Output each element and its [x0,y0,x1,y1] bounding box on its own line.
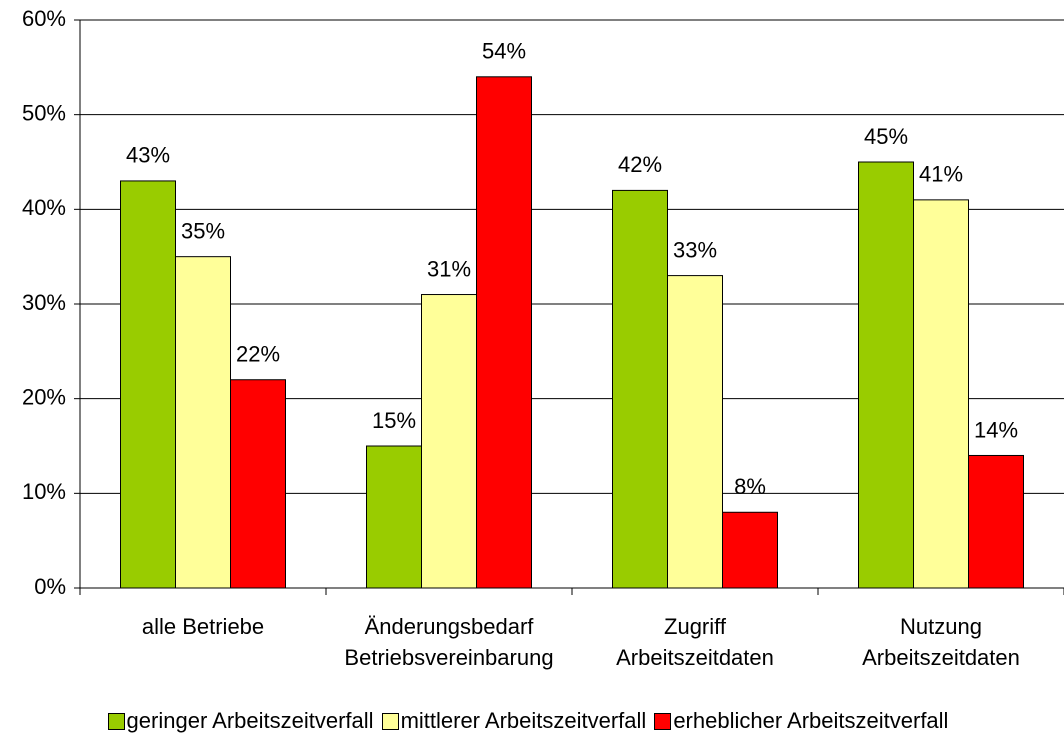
bar [120,180,176,589]
y-tick-label: 30% [22,290,66,315]
bar [476,76,532,589]
value-label: 31% [427,256,471,281]
legend-label: erheblicher Arbeitszeitverfall [673,708,949,733]
y-tick-label: 10% [22,479,66,504]
value-label: 15% [372,408,416,433]
legend-item: mittlerer Arbeitszeitverfall [381,707,647,735]
bar [667,275,723,589]
legend-item: erheblicher Arbeitszeitverfall [654,707,948,735]
value-label: 8% [734,474,766,499]
value-label: 54% [482,39,526,64]
bar [913,199,969,589]
legend-swatch [107,712,125,730]
bar [230,379,286,589]
value-label: 14% [974,417,1018,442]
x-tick-label: Zugriff Arbeitszeitdaten [616,614,774,670]
value-label: 22% [236,342,280,367]
legend-label: mittlerer Arbeitszeitverfall [400,708,647,733]
value-label: 42% [618,152,662,177]
legend-item: geringer Arbeitszeitverfall [107,707,374,735]
value-label: 45% [864,124,908,149]
value-label: 41% [919,162,963,187]
y-tick-label: 0% [34,574,66,599]
y-tick-label: 50% [22,100,66,125]
legend-swatch [381,712,399,730]
bar [858,161,914,589]
legend: geringer Arbeitszeitverfall mittlerer Arb… [0,707,1064,735]
value-label: 43% [126,143,170,168]
x-tick-label: alle Betriebe [141,614,265,639]
y-tick-label: 20% [22,384,66,409]
bar [421,294,477,589]
bar [175,256,231,589]
bar [612,189,668,589]
legend-swatch [654,712,672,730]
x-tick-label: Änderungsbedarf Betriebsvereinbarung [344,614,554,670]
bar [722,511,778,589]
bar [968,454,1024,589]
legend-label: geringer Arbeitszeitverfall [126,708,374,733]
value-label: 35% [181,218,225,243]
value-label: 33% [673,237,717,262]
y-tick-label: 60% [22,6,66,31]
bar [366,445,422,589]
y-tick-label: 40% [22,195,66,220]
x-tick-label: Nutzung Arbeitszeitdaten [862,614,1020,670]
